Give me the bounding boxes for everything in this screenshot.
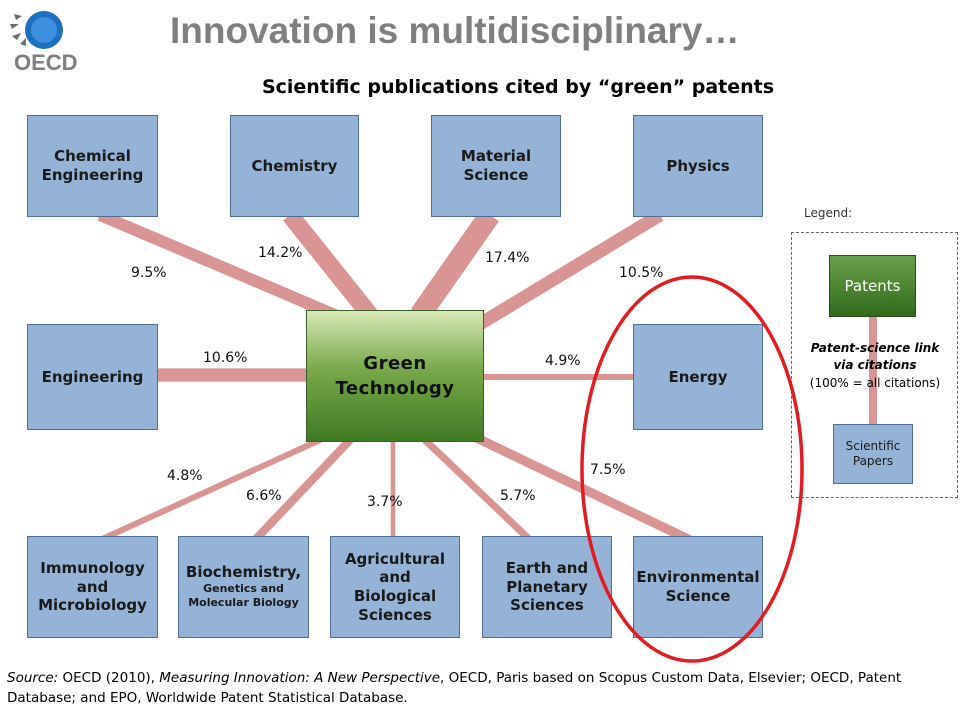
legend-title: Legend: [804, 206, 853, 220]
legend-description: Patent-science link via citations (100% … [809, 341, 941, 390]
pct-material-science: 17.4% [485, 250, 530, 266]
field-physics: Physics [633, 115, 763, 217]
link-environmental-science [457, 425, 693, 545]
field-environmental-science: Environmental Science [633, 536, 763, 638]
field-engineering: Engineering [27, 324, 158, 430]
field-biochemistry: Biochemistry, Genetics and Molecular Bio… [178, 536, 309, 638]
field-energy: Energy [633, 324, 763, 430]
page-title: Innovation is multidisciplinary… [170, 10, 740, 51]
link-chemistry [283, 209, 377, 321]
pct-chemical-engineering: 9.5% [131, 265, 167, 281]
pct-biochemistry: 6.6% [246, 488, 282, 504]
pct-environmental-science: 7.5% [590, 462, 626, 478]
field-chemical-engineering: Chemical Engineering [27, 115, 158, 217]
source-note: Source: OECD (2010), Measuring Innovatio… [7, 670, 902, 707]
field-agricultural-biological: Agricultural and Biological Sciences [330, 536, 460, 638]
pct-physics: 10.5% [619, 265, 664, 281]
pct-agricultural-biological: 3.7% [367, 494, 403, 510]
legend-papers-node: Scientific Papers [833, 424, 913, 484]
field-earth-planetary: Earth and Planetary Sciences [482, 536, 612, 638]
green-technology-node: Green Technology [306, 310, 484, 442]
oecd-logo-text: OECD [14, 50, 78, 75]
link-material-science [411, 208, 499, 322]
pct-energy: 4.9% [545, 353, 581, 369]
link-physics [466, 209, 664, 336]
legend-link-line [869, 314, 877, 426]
field-material-science: Material Science [431, 115, 561, 217]
link-earth-planetary [422, 437, 533, 543]
pct-engineering: 10.6% [203, 350, 248, 366]
pct-immunology-microbiology: 4.8% [167, 468, 203, 484]
legend-patents-node: Patents [829, 255, 916, 317]
legend-box [791, 232, 958, 498]
field-immunology-microbiology: Immunology and Microbiology [27, 536, 158, 638]
oecd-logo-icon [10, 11, 63, 49]
link-biochemistry [251, 437, 354, 543]
pct-earth-planetary: 5.7% [500, 488, 536, 504]
pct-chemistry: 14.2% [258, 245, 303, 261]
link-immunology-microbiology [98, 437, 322, 543]
highlight-ellipse [580, 275, 804, 663]
diagram-subtitle: Scientific publications cited by “green”… [261, 76, 775, 98]
link-chemical-engineering [97, 209, 338, 321]
field-chemistry: Chemistry [230, 115, 359, 217]
